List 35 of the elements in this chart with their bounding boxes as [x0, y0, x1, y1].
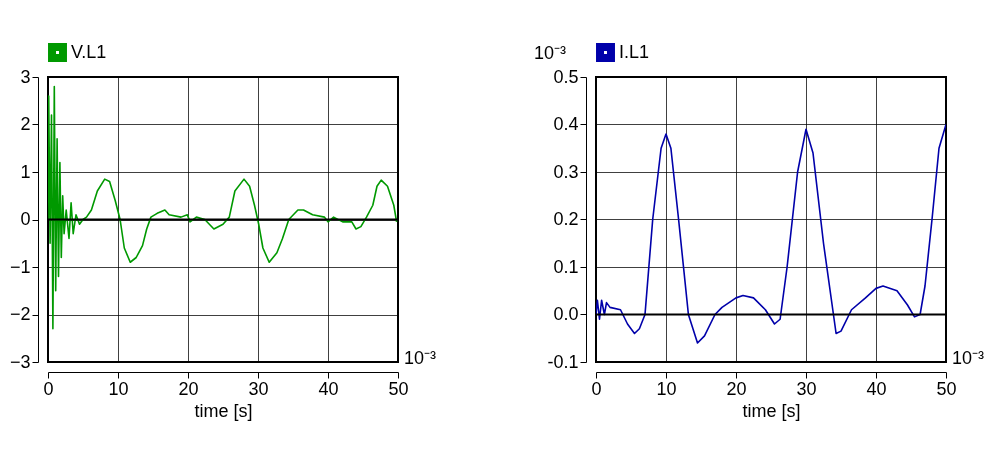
line-series	[48, 85, 398, 330]
text: 10⁻³	[404, 348, 437, 368]
x-tick-label: 20	[178, 378, 199, 399]
x-tick-label: 30	[248, 378, 269, 399]
y-tick-label: 0.0	[553, 304, 579, 324]
x-tick-label: 0	[591, 378, 602, 399]
x-axis-title: time [s]	[742, 400, 801, 421]
x-tick-label: 10	[108, 378, 129, 399]
line-series	[596, 123, 946, 344]
x-tick-label: 10	[656, 378, 677, 399]
x-tick-label: 40	[866, 378, 887, 399]
y-tick-label: −2	[9, 304, 31, 324]
x-tick-label: 50	[936, 378, 957, 399]
x-tick-label: 0	[43, 378, 54, 399]
y-tick-label: -0.1	[547, 351, 579, 372]
text: 10⁻³	[952, 348, 985, 368]
x-tick-label: 50	[388, 378, 409, 399]
x-tick-label: 40	[318, 378, 339, 399]
x-tick-label: 20	[726, 378, 747, 399]
y-tick-label: 3	[20, 66, 31, 87]
y-tick-label: 2	[20, 114, 31, 134]
y-tick-label: −3	[9, 351, 31, 372]
y-tick-label: 0.1	[553, 256, 579, 277]
text: 10⁻³	[534, 43, 567, 63]
legend-label: V.L1	[71, 41, 107, 62]
y-tick-label: −1	[9, 256, 31, 277]
y-tick-label: 0.4	[553, 114, 579, 134]
legend-label: I.L1	[619, 41, 650, 62]
x-tick-label: 30	[796, 378, 817, 399]
y-tick-label: 0.5	[553, 66, 579, 87]
y-tick-label: 0.3	[553, 161, 579, 182]
y-tick-label: 0	[20, 209, 31, 229]
y-tick-label: 1	[20, 161, 31, 182]
y-tick-label: 0.2	[553, 209, 579, 229]
x-axis-title: time [s]	[194, 400, 253, 421]
